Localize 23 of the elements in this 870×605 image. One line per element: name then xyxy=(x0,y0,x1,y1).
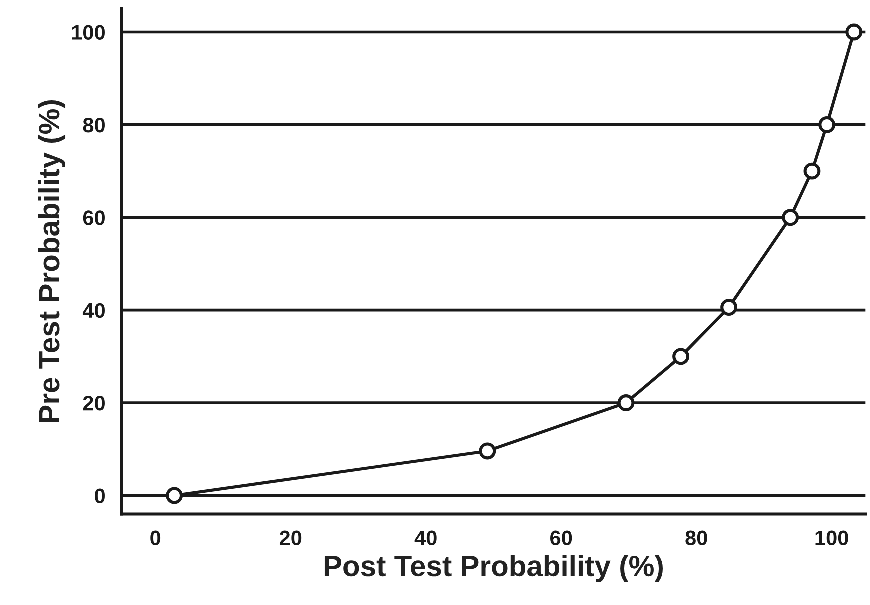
x-tick-label: 100 xyxy=(816,530,848,546)
point xyxy=(818,116,836,134)
point xyxy=(166,487,184,504)
point xyxy=(782,209,800,226)
x-tick-label: 40 xyxy=(414,530,437,546)
y-tick-label: 20 xyxy=(83,396,105,411)
y-tick-label: 80 xyxy=(83,118,105,133)
y-axis-title: Pre Test Probability (%) xyxy=(38,100,66,422)
y-tick-label: 40 xyxy=(82,303,105,318)
x-tick-label: 60 xyxy=(550,530,572,546)
y-tick-label: 100 xyxy=(72,25,105,40)
x-tick-label: 20 xyxy=(280,530,302,546)
point xyxy=(479,442,496,460)
y-tick-label: 60 xyxy=(83,210,105,226)
x-tick-label: 80 xyxy=(686,530,708,546)
point xyxy=(804,162,821,180)
point xyxy=(618,394,635,412)
x-axis-title: Post Test Probability (%) xyxy=(324,555,663,582)
y-tick-label: 0 xyxy=(95,488,105,504)
x-tick-label: 0 xyxy=(150,530,161,546)
point xyxy=(846,24,863,41)
point xyxy=(720,299,738,316)
point xyxy=(672,348,690,366)
